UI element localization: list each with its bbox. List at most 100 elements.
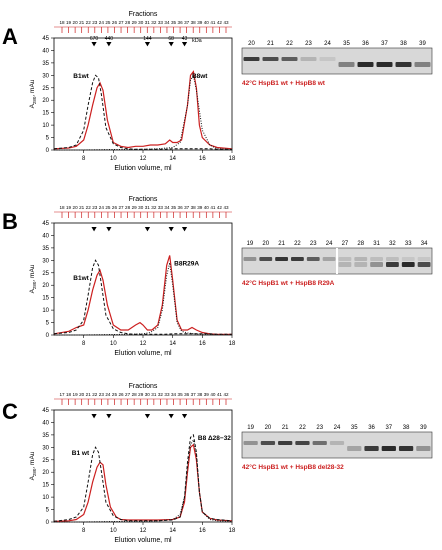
fraction-label: 42 xyxy=(217,20,223,25)
fraction-label: 22 xyxy=(86,205,92,210)
x-tick-label: 8 xyxy=(82,341,86,347)
gel-lane-label: 35 xyxy=(343,41,350,47)
fraction-label: 30 xyxy=(138,20,144,25)
gel-band-top xyxy=(243,57,260,61)
gel-band-top xyxy=(354,257,368,261)
peak-label: B1 wt xyxy=(72,450,90,457)
fraction-label: 40 xyxy=(204,20,210,25)
gel-band-bottom xyxy=(416,446,431,451)
gel-lane-label: 22 xyxy=(294,241,301,247)
fraction-label: 28 xyxy=(132,392,138,397)
fraction-label: 35 xyxy=(171,205,177,210)
gel-band-top xyxy=(401,257,415,261)
fraction-label: 40 xyxy=(210,392,216,397)
gel-lane-label: 38 xyxy=(400,41,407,47)
y-tick-label: 0 xyxy=(46,148,50,154)
fraction-label: 32 xyxy=(158,392,164,397)
gel-lane-label: 23 xyxy=(316,425,323,431)
y-axis-label: A280, mAu xyxy=(29,79,37,108)
x-tick-label: 16 xyxy=(199,528,206,534)
gel-lane-label: 35 xyxy=(351,425,358,431)
fraction-label: 25 xyxy=(105,205,111,210)
x-tick-label: 8 xyxy=(82,156,86,162)
fractions-title: Fractions xyxy=(129,11,158,18)
fraction-label: 29 xyxy=(138,392,144,397)
gel-lane-label: 23 xyxy=(310,241,317,247)
y-tick-label: 30 xyxy=(42,445,49,451)
fraction-label: 43 xyxy=(223,205,229,210)
y-tick-label: 25 xyxy=(42,86,49,92)
fraction-label: 22 xyxy=(92,392,98,397)
fraction-label: 41 xyxy=(210,205,216,210)
x-tick-label: 16 xyxy=(199,341,206,347)
gel-band-top xyxy=(295,441,310,445)
fraction-label: 27 xyxy=(118,205,124,210)
y-tick-label: 45 xyxy=(42,408,49,414)
fraction-label: 25 xyxy=(105,20,111,25)
fraction-label: 36 xyxy=(178,205,184,210)
y-tick-label: 35 xyxy=(42,246,49,252)
fraction-label: 17 xyxy=(59,392,65,397)
fraction-label: 18 xyxy=(59,20,65,25)
gel-lane-label: 21 xyxy=(282,425,289,431)
fraction-label: 33 xyxy=(164,392,170,397)
fraction-label: 19 xyxy=(66,205,72,210)
fraction-label: 28 xyxy=(125,205,131,210)
fraction-label: 18 xyxy=(66,392,72,397)
gel-band-bottom xyxy=(401,262,415,267)
fraction-label: 20 xyxy=(79,392,85,397)
x-tick-label: 18 xyxy=(229,341,236,347)
y-tick-label: 20 xyxy=(42,98,49,104)
gel-band-top xyxy=(259,257,273,261)
gel-band-bottom xyxy=(364,446,379,451)
gel-lane-label: 27 xyxy=(342,241,349,247)
gel-band-bottom xyxy=(381,446,396,451)
y-tick-label: 20 xyxy=(42,470,49,476)
y-tick-label: 20 xyxy=(42,283,49,289)
fractions-title: Fractions xyxy=(129,196,158,203)
fraction-label: 41 xyxy=(217,392,223,397)
fraction-label: 35 xyxy=(171,20,177,25)
fraction-label: 29 xyxy=(132,205,138,210)
gel-band-bottom xyxy=(398,446,414,451)
x-tick-label: 12 xyxy=(140,156,147,162)
gel-caption: 42°C HspB1 wt + HspB8 wt xyxy=(242,79,326,87)
gel-lane-label: 31 xyxy=(373,241,380,247)
fraction-label: 28 xyxy=(125,20,131,25)
fraction-label: 18 xyxy=(59,205,65,210)
gel-lane-label: 28 xyxy=(357,241,364,247)
series-line-dashed-black xyxy=(53,433,233,522)
y-axis-label: A280, mAu xyxy=(29,451,37,480)
size-marker-triangle xyxy=(106,227,112,232)
size-marker-triangle xyxy=(106,414,112,419)
gel-lane-label: 36 xyxy=(362,41,369,47)
x-tick-label: 18 xyxy=(229,528,236,534)
fraction-label: 40 xyxy=(204,205,210,210)
series-line-dashed-black xyxy=(53,74,232,150)
y-tick-label: 45 xyxy=(42,36,49,42)
fraction-label: 27 xyxy=(125,392,131,397)
fraction-label: 20 xyxy=(73,20,79,25)
gel-lane-label: 34 xyxy=(421,241,428,247)
gel-lane-label: 20 xyxy=(248,41,255,47)
x-axis-label: Elution volume, ml xyxy=(114,537,172,544)
gel-lane-label: 37 xyxy=(385,425,392,431)
x-axis-label: Elution volume, ml xyxy=(114,350,172,357)
size-marker-label: 144 xyxy=(143,36,152,42)
size-marker-label: 68 xyxy=(168,36,174,42)
gel-lane-label: 23 xyxy=(305,41,312,47)
fraction-label: 38 xyxy=(197,392,203,397)
y-tick-label: 40 xyxy=(42,48,49,54)
x-tick-label: 14 xyxy=(169,156,176,162)
gel-band-bottom xyxy=(338,262,352,267)
y-tick-label: 45 xyxy=(42,221,49,227)
y-axis-label: A280, mAu xyxy=(29,264,37,293)
gel-band-top xyxy=(386,257,399,261)
y-tick-label: 15 xyxy=(42,111,49,117)
gel-band-top xyxy=(300,57,317,61)
y-tick-label: 35 xyxy=(42,61,49,67)
y-tick-label: 30 xyxy=(42,258,49,264)
size-marker-triangle xyxy=(181,227,188,232)
